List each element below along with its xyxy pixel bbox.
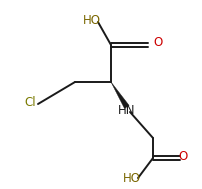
Text: O: O: [178, 149, 187, 163]
Text: Cl: Cl: [24, 97, 36, 109]
Text: HN: HN: [118, 104, 136, 116]
Polygon shape: [111, 82, 129, 108]
Text: HO: HO: [123, 171, 141, 184]
Text: HO: HO: [83, 13, 101, 26]
Text: O: O: [153, 36, 162, 50]
